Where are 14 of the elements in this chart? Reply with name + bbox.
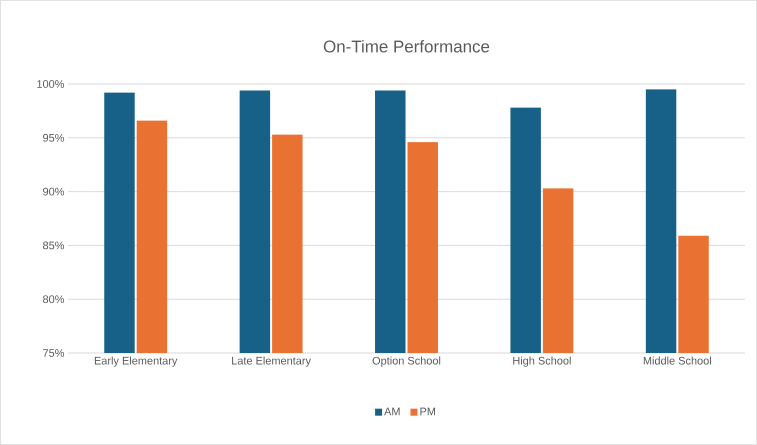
y-tick-label: 85%: [43, 242, 64, 250]
x-tick-label: Option School: [372, 356, 440, 367]
x-tick-label: Late Elementary: [232, 356, 311, 367]
legend-label: AM: [384, 408, 400, 416]
x-tick-label: High School: [513, 356, 571, 367]
y-tick-label: 95%: [43, 134, 64, 142]
y-tick-label: 80%: [43, 295, 64, 304]
y-tick-label: 75%: [43, 349, 64, 357]
y-tick-label: 90%: [43, 188, 64, 196]
x-tick-label: Early Elementary: [94, 356, 178, 367]
legend-label: PM: [420, 408, 436, 416]
y-tick-label: 100%: [37, 80, 64, 88]
x-tick-label: Middle School: [644, 356, 711, 365]
chart-title: On-Time Performance: [324, 40, 490, 53]
